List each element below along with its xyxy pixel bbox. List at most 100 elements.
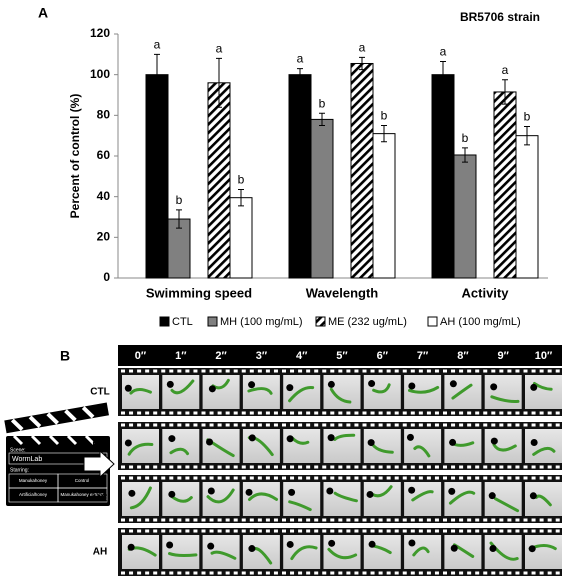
- perforation: [298, 476, 303, 480]
- perforation: [273, 369, 278, 373]
- perforation: [121, 411, 125, 415]
- error-bar: [440, 60, 446, 89]
- perforation: [547, 518, 552, 522]
- perforation: [330, 411, 335, 415]
- perforation: [298, 369, 303, 373]
- perforation: [547, 571, 552, 575]
- perforation: [306, 465, 311, 469]
- perforation: [354, 465, 359, 469]
- perforation: [153, 529, 158, 533]
- frame: [202, 482, 240, 516]
- perforation: [346, 465, 351, 469]
- perforation: [257, 465, 262, 469]
- perforation: [306, 571, 311, 575]
- worm: [288, 500, 312, 512]
- error-bar: [462, 147, 468, 163]
- perforation: [314, 465, 319, 469]
- perforation: [539, 369, 544, 373]
- perforation: [426, 529, 431, 533]
- perforation: [298, 411, 303, 415]
- perforation: [282, 571, 286, 575]
- perforation: [547, 476, 552, 480]
- perforation: [217, 369, 222, 373]
- perforation: [459, 423, 464, 427]
- perforation: [273, 465, 278, 469]
- frame: [484, 375, 522, 409]
- perforation: [121, 423, 125, 427]
- bar: [288, 74, 312, 279]
- perforation: [555, 465, 560, 469]
- perforation: [177, 465, 182, 469]
- perforation: [225, 518, 230, 522]
- perforation: [378, 369, 383, 373]
- perforation: [322, 411, 327, 415]
- perforation: [233, 476, 238, 480]
- perforation: [410, 476, 415, 480]
- perforation: [121, 465, 125, 469]
- marker-dot: [530, 438, 538, 446]
- error-bar: [359, 56, 365, 71]
- marker-dot: [450, 544, 458, 552]
- perforation: [306, 369, 311, 373]
- perforation: [491, 411, 496, 415]
- perforation: [515, 529, 520, 533]
- perforation: [531, 571, 536, 575]
- perforation: [233, 571, 238, 575]
- perforation: [443, 411, 447, 415]
- perforation: [443, 518, 447, 522]
- perforation: [265, 571, 270, 575]
- perforation: [193, 518, 198, 522]
- perforation: [129, 411, 134, 415]
- perforation: [314, 411, 319, 415]
- perforation: [282, 411, 286, 415]
- perforation: [314, 369, 319, 373]
- time-header: [118, 345, 562, 366]
- perforation: [249, 411, 254, 415]
- significance-label: b: [176, 193, 183, 207]
- perforation: [273, 518, 278, 522]
- perforation: [539, 518, 544, 522]
- y-axis-label: Percent of control (%): [68, 94, 82, 219]
- perforation: [459, 465, 464, 469]
- perforation: [507, 423, 512, 427]
- perforation: [459, 571, 464, 575]
- perforation: [354, 518, 359, 522]
- perforation: [451, 423, 456, 427]
- perforation: [145, 369, 150, 373]
- frame: [122, 375, 159, 409]
- perforation: [314, 571, 319, 575]
- perforation: [225, 465, 230, 469]
- perforation: [483, 465, 488, 469]
- marker-dot: [206, 438, 214, 446]
- perforation: [451, 465, 456, 469]
- perforation: [418, 518, 423, 522]
- frame: [525, 375, 562, 409]
- perforation: [459, 411, 464, 415]
- perforation: [410, 411, 415, 415]
- perforation: [233, 518, 238, 522]
- perforation: [153, 411, 158, 415]
- perforation: [483, 423, 488, 427]
- perforation: [185, 518, 190, 522]
- frame: [202, 375, 240, 409]
- perforation: [531, 465, 536, 469]
- perforation: [491, 423, 496, 427]
- perforation: [145, 529, 150, 533]
- marker-dot: [327, 434, 335, 442]
- perforation: [354, 411, 359, 415]
- perforation: [467, 529, 472, 533]
- perforation: [531, 476, 536, 480]
- perforation: [531, 518, 536, 522]
- worm: [169, 447, 190, 456]
- legend-label: AH (100 mg/mL): [440, 316, 521, 328]
- perforation: [273, 423, 278, 427]
- panel-label: A: [38, 5, 48, 21]
- perforation: [201, 423, 206, 427]
- perforation: [249, 529, 254, 533]
- perforation: [306, 518, 311, 522]
- worm: [448, 490, 476, 505]
- perforation: [145, 518, 150, 522]
- perforation: [451, 369, 456, 373]
- frame: [162, 429, 200, 463]
- perforation: [515, 423, 520, 427]
